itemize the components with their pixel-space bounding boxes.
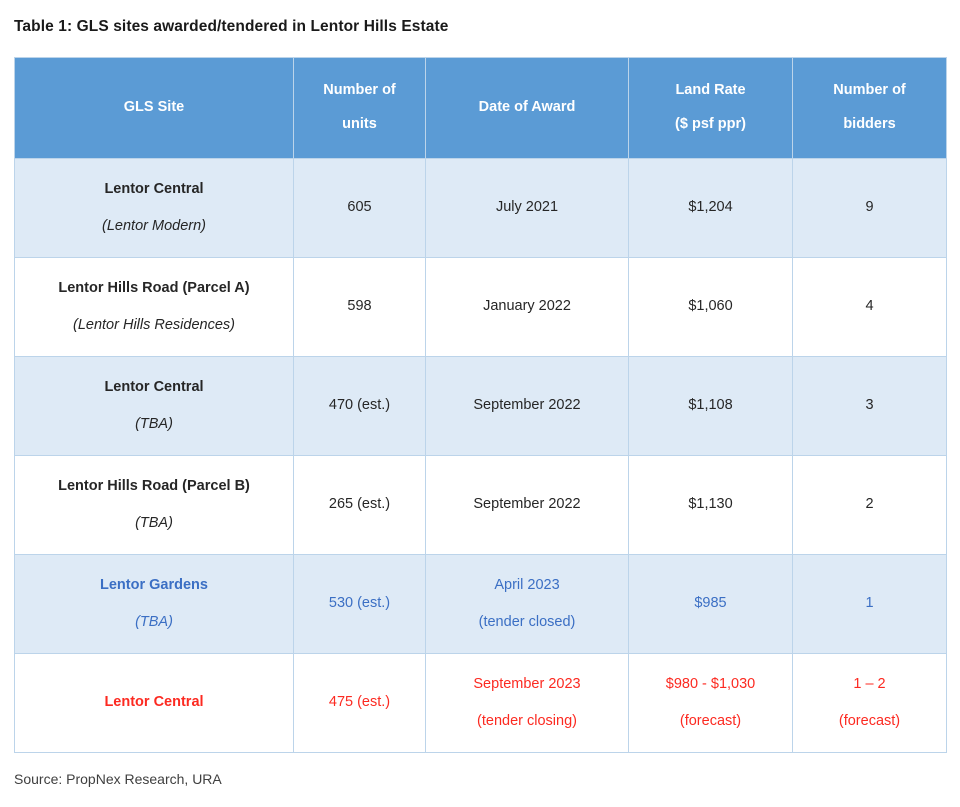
- cell-number-of-bidders: 9: [792, 158, 947, 258]
- cell-gls-site: Lentor Hills Road (Parcel A) (Lentor Hil…: [14, 257, 294, 357]
- date-value: January 2022: [483, 298, 571, 315]
- table-header-row: GLS Site Number of units Date of Award L…: [14, 57, 947, 159]
- cell-date-of-award: April 2023 (tender closed): [425, 554, 629, 654]
- site-name: Lentor Central: [104, 378, 204, 395]
- table-row: Lentor Hills Road (Parcel A) (Lentor Hil…: [14, 257, 947, 357]
- table-row: Lentor Central (Lentor Modern) 605 July …: [14, 158, 947, 258]
- column-header-date-of-award: Date of Award: [425, 57, 629, 159]
- column-header-line1: Land Rate: [675, 82, 746, 99]
- cell-land-rate: $1,060: [628, 257, 793, 357]
- bidders-value: 3: [865, 397, 874, 414]
- column-header-line1: GLS Site: [123, 99, 185, 116]
- cell-number-of-units: 530 (est.): [293, 554, 426, 654]
- cell-date-of-award: July 2021: [425, 158, 629, 258]
- site-name: Lentor Gardens: [100, 576, 208, 593]
- site-project-name: (Lentor Hills Residences): [73, 317, 235, 333]
- date-value: April 2023: [494, 576, 560, 593]
- cell-date-of-award: September 2022: [425, 356, 629, 456]
- column-header-line1: Date of Award: [478, 99, 576, 116]
- land-rate-value: $1,108: [688, 397, 733, 414]
- cell-gls-site: Lentor Hills Road (Parcel B) (TBA): [14, 455, 294, 555]
- date-status: (tender closing): [477, 713, 577, 729]
- land-rate-value: $1,130: [688, 496, 733, 513]
- cell-land-rate: $1,130: [628, 455, 793, 555]
- column-header-line2: bidders: [843, 116, 896, 132]
- column-header-line1: Number of: [833, 82, 906, 99]
- cell-number-of-bidders: 2: [792, 455, 947, 555]
- cell-land-rate: $985: [628, 554, 793, 654]
- land-rate-status: (forecast): [679, 713, 742, 729]
- cell-gls-site: Lentor Gardens (TBA): [14, 554, 294, 654]
- units-value: 265 (est.): [328, 496, 391, 513]
- cell-date-of-award: September 2022: [425, 455, 629, 555]
- units-value: 475 (est.): [328, 694, 391, 711]
- bidders-value: 1: [865, 595, 874, 612]
- gls-sites-table: GLS Site Number of units Date of Award L…: [14, 57, 947, 753]
- land-rate-value: $980 - $1,030: [665, 675, 756, 692]
- column-header-gls-site: GLS Site: [14, 57, 294, 159]
- bidders-value: 1 – 2: [853, 675, 886, 692]
- date-value: September 2022: [473, 496, 581, 513]
- units-value: 598: [347, 298, 372, 315]
- cell-land-rate: $1,108: [628, 356, 793, 456]
- cell-number-of-bidders: 4: [792, 257, 947, 357]
- cell-gls-site: Lentor Central: [14, 653, 294, 753]
- site-name: Lentor Hills Road (Parcel A): [58, 279, 250, 296]
- cell-date-of-award: September 2023 (tender closing): [425, 653, 629, 753]
- land-rate-value: $1,204: [688, 199, 733, 216]
- table-header: GLS Site Number of units Date of Award L…: [14, 57, 947, 159]
- gls-table-container: GLS Site Number of units Date of Award L…: [14, 57, 947, 753]
- column-header-line2: ($ psf ppr): [675, 116, 746, 132]
- table-row: Lentor Central 475 (est.) September 2023…: [14, 653, 947, 753]
- cell-number-of-units: 475 (est.): [293, 653, 426, 753]
- land-rate-value: $1,060: [688, 298, 733, 315]
- table-body: Lentor Central (Lentor Modern) 605 July …: [14, 158, 947, 753]
- source-note: Source: PropNex Research, URA: [14, 771, 222, 787]
- cell-number-of-bidders: 1: [792, 554, 947, 654]
- table-row: Lentor Hills Road (Parcel B) (TBA) 265 (…: [14, 455, 947, 555]
- column-header-number-of-bidders: Number of bidders: [792, 57, 947, 159]
- cell-number-of-units: 605: [293, 158, 426, 258]
- cell-gls-site: Lentor Central (TBA): [14, 356, 294, 456]
- bidders-status: (forecast): [838, 713, 901, 729]
- column-header-number-of-units: Number of units: [293, 57, 426, 159]
- table-row: Lentor Central (TBA) 470 (est.) Septembe…: [14, 356, 947, 456]
- table-row: Lentor Gardens (TBA) 530 (est.) April 20…: [14, 554, 947, 654]
- date-status: (tender closed): [478, 614, 576, 630]
- bidders-value: 2: [865, 496, 874, 513]
- date-value: July 2021: [495, 199, 559, 216]
- units-value: 530 (est.): [328, 595, 391, 612]
- cell-number-of-units: 265 (est.): [293, 455, 426, 555]
- site-project-name: (TBA): [135, 515, 173, 531]
- cell-land-rate: $980 - $1,030 (forecast): [628, 653, 793, 753]
- page-title: Table 1: GLS sites awarded/tendered in L…: [14, 18, 449, 35]
- cell-number-of-bidders: 1 – 2 (forecast): [792, 653, 947, 753]
- cell-gls-site: Lentor Central (Lentor Modern): [14, 158, 294, 258]
- site-project-name: (TBA): [135, 416, 173, 432]
- units-value: 470 (est.): [328, 397, 391, 414]
- cell-date-of-award: January 2022: [425, 257, 629, 357]
- site-project-name: (Lentor Modern): [102, 218, 206, 234]
- land-rate-value: $985: [694, 595, 727, 612]
- bidders-value: 9: [865, 199, 874, 216]
- cell-land-rate: $1,204: [628, 158, 793, 258]
- units-value: 605: [347, 199, 372, 216]
- date-value: September 2022: [473, 397, 581, 414]
- site-name: Lentor Central: [104, 180, 204, 197]
- cell-number-of-bidders: 3: [792, 356, 947, 456]
- bidders-value: 4: [865, 298, 874, 315]
- site-name: Lentor Hills Road (Parcel B): [58, 477, 250, 494]
- column-header-land-rate: Land Rate ($ psf ppr): [628, 57, 793, 159]
- cell-number-of-units: 470 (est.): [293, 356, 426, 456]
- site-name: Lentor Central: [104, 694, 204, 711]
- cell-number-of-units: 598: [293, 257, 426, 357]
- date-value: September 2023: [473, 675, 581, 692]
- column-header-line1: Number of: [323, 82, 396, 99]
- column-header-line2: units: [342, 116, 377, 132]
- site-project-name: (TBA): [135, 614, 173, 630]
